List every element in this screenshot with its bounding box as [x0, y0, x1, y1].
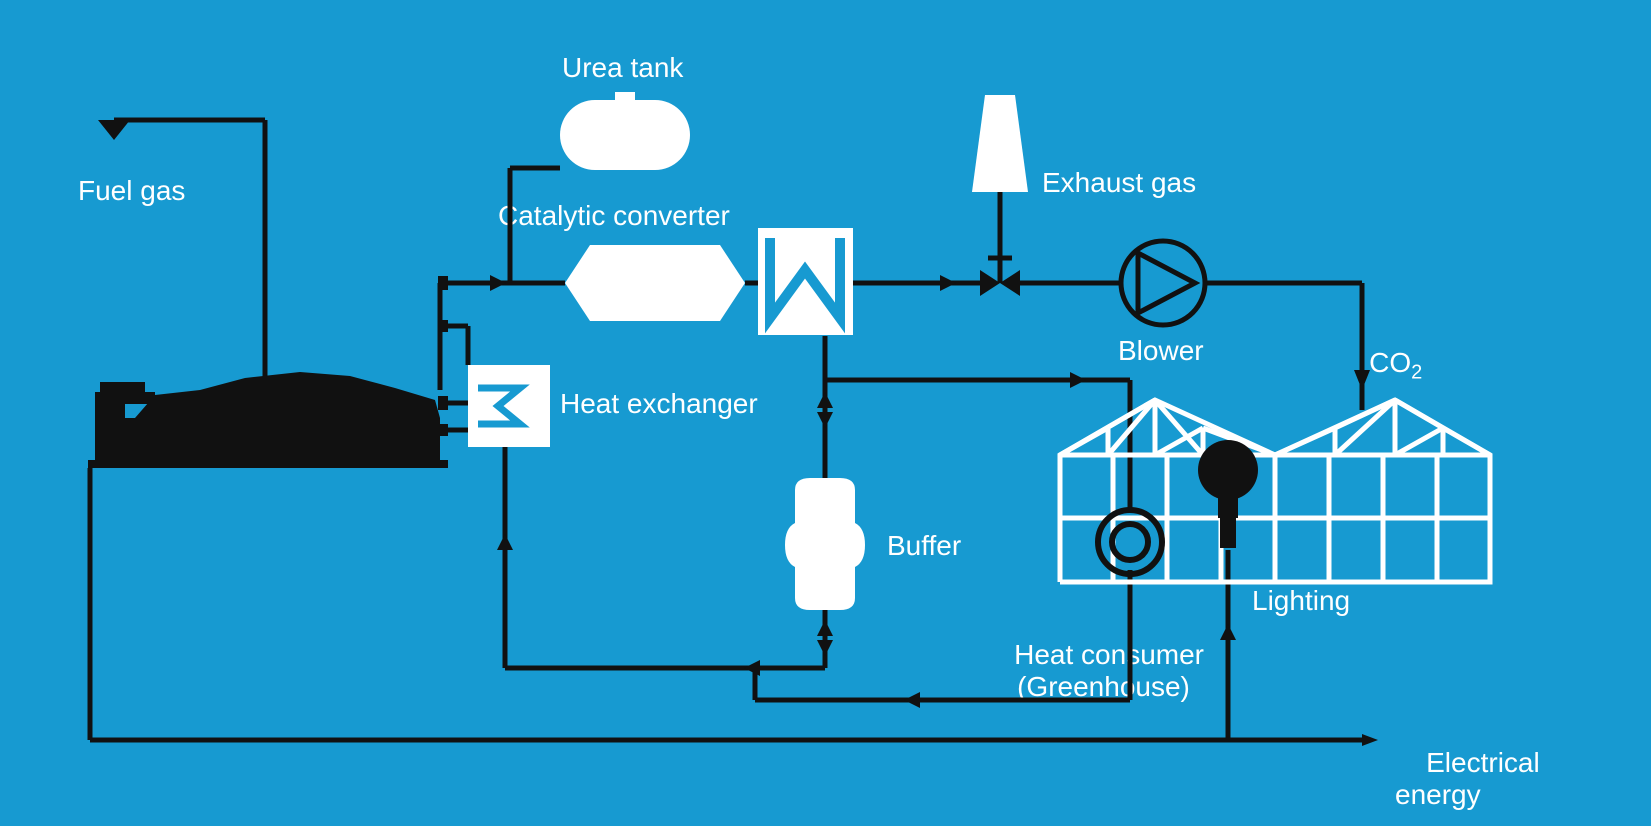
- urea-tank-icon: [560, 92, 690, 170]
- arrow-icon: [1070, 372, 1086, 388]
- arrow-icon: [497, 534, 513, 550]
- diagram-canvas: Fuel gas Urea tank Catalytic converter H…: [0, 0, 1651, 826]
- blower-icon: [1121, 241, 1205, 325]
- arrow-icon: [904, 692, 920, 708]
- buffer-tank-icon: [785, 478, 865, 610]
- valve-icon: [980, 258, 1020, 296]
- heat-exchanger-icon: [468, 365, 550, 447]
- lightbulb-icon: [1198, 440, 1258, 548]
- fuel-gas-intake-icon: [98, 120, 130, 140]
- diagram-svg: [0, 0, 1651, 826]
- arrow-icon: [1354, 370, 1370, 390]
- catalytic-converter-icon: [565, 245, 745, 321]
- heat-recovery-icon: [758, 228, 853, 335]
- arrow-icon: [490, 275, 506, 291]
- arrow-icon: [940, 275, 956, 291]
- greenhouse-icon: [1060, 400, 1490, 582]
- arrow-icon: [1220, 624, 1236, 640]
- exhaust-stack-icon: [972, 95, 1028, 192]
- engine-icon: [88, 276, 448, 468]
